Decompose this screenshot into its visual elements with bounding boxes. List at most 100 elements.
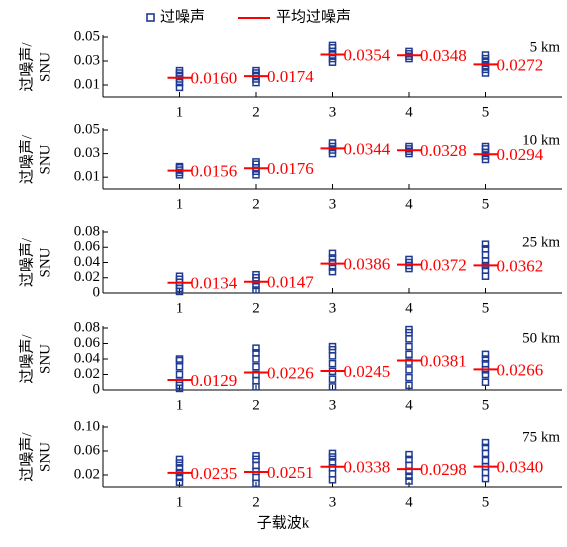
point: [328, 139, 337, 147]
x-axis-label: 子载波k: [257, 514, 310, 531]
y-tick-label: 0.08: [74, 223, 100, 239]
y-tick-label: 0.06: [74, 442, 101, 458]
x-tick-label: 1: [176, 104, 184, 120]
point: [328, 342, 337, 351]
point: [328, 258, 337, 267]
panel-title: 75 km: [522, 429, 560, 445]
point: [481, 51, 490, 59]
point: [328, 464, 337, 472]
legend-label: 过噪声: [160, 7, 205, 25]
y-tick-label: 0.10: [74, 418, 100, 434]
mean-label: 0.0328: [420, 141, 467, 160]
y-axis-label: 过噪声/: [17, 42, 35, 92]
point: [175, 355, 184, 363]
point: [252, 286, 260, 294]
mean-label: 0.0344: [344, 139, 391, 158]
x-tick-label: 2: [252, 104, 260, 120]
point: [405, 358, 413, 366]
point: [405, 381, 413, 390]
mean-label: 0.0156: [191, 161, 238, 180]
x-tick-label: 4: [405, 196, 413, 212]
point: [405, 461, 413, 470]
mean-label: 0.0362: [497, 256, 544, 275]
point: [481, 468, 490, 477]
point: [405, 325, 413, 334]
y-tick-label: 0.04: [74, 254, 101, 270]
x-tick-label: 4: [405, 104, 413, 120]
point: [175, 370, 184, 379]
point: [405, 472, 413, 480]
y-axis-label: SNU: [37, 344, 53, 374]
point: [175, 478, 184, 486]
point: [481, 449, 490, 458]
point: [328, 41, 337, 50]
legend-label: 平均过噪声: [276, 7, 351, 25]
y-tick-label: 0.06: [74, 239, 101, 255]
x-tick-label: 5: [482, 300, 490, 316]
mean-label: 0.0134: [191, 274, 238, 293]
mean-label: 0.0174: [267, 67, 314, 86]
mean-label: 0.0372: [420, 256, 467, 275]
y-tick-label: 0.03: [74, 52, 100, 68]
point: [328, 267, 337, 276]
y-tick-label: 0.01: [74, 169, 100, 185]
point: [175, 83, 184, 92]
point: [481, 240, 490, 248]
mean-label: 0.0338: [344, 458, 391, 477]
y-tick-label: 0.04: [74, 350, 101, 366]
point: [328, 352, 337, 360]
x-tick-label: 1: [176, 494, 184, 510]
mean-label: 0.0354: [344, 45, 391, 64]
y-axis-label: SNU: [37, 247, 53, 277]
point: [328, 249, 337, 258]
point: [252, 376, 260, 385]
mean-label: 0.0129: [191, 371, 238, 390]
legend-marker: [146, 13, 155, 22]
point: [405, 373, 413, 382]
x-tick-label: 5: [482, 397, 490, 413]
point: [252, 344, 260, 352]
x-tick-label: 5: [482, 494, 490, 510]
x-tick-label: 4: [405, 397, 413, 413]
point: [175, 473, 184, 482]
mean-label: 0.0298: [420, 460, 467, 479]
mean-label: 0.0386: [344, 254, 391, 273]
y-axis-label: SNU: [37, 52, 53, 82]
point: [252, 355, 260, 363]
point: [405, 255, 413, 264]
point: [328, 458, 337, 466]
mean-label: 0.0381: [420, 351, 467, 370]
point: [481, 251, 490, 259]
point: [405, 477, 413, 485]
y-tick-label: 0.02: [74, 269, 100, 285]
point: [405, 350, 413, 359]
point: [481, 266, 490, 274]
x-tick-label: 3: [329, 104, 337, 120]
panel-title: 25 km: [522, 234, 560, 250]
y-tick-label: 0: [93, 284, 101, 300]
x-tick-label: 2: [252, 494, 260, 510]
point: [405, 342, 413, 351]
point: [481, 370, 490, 379]
x-tick-label: 4: [405, 494, 413, 510]
y-tick-label: 0.01: [74, 76, 100, 92]
x-tick-label: 1: [176, 196, 184, 212]
y-tick-label: 0.06: [74, 335, 101, 351]
point: [481, 350, 490, 359]
mean-label: 0.0340: [497, 458, 544, 477]
x-tick-label: 1: [176, 300, 184, 316]
x-tick-label: 1: [176, 397, 184, 413]
point: [175, 66, 184, 75]
point: [481, 359, 490, 368]
point: [175, 363, 184, 371]
mean-label: 0.0147: [267, 273, 314, 292]
point: [328, 383, 337, 391]
mean-label: 0.0176: [267, 159, 314, 178]
y-axis-label: 过噪声/: [17, 334, 35, 384]
point: [481, 245, 490, 253]
x-tick-label: 5: [482, 104, 490, 120]
point: [175, 162, 184, 171]
y-tick-label: 0.02: [74, 366, 100, 382]
point: [481, 474, 490, 483]
